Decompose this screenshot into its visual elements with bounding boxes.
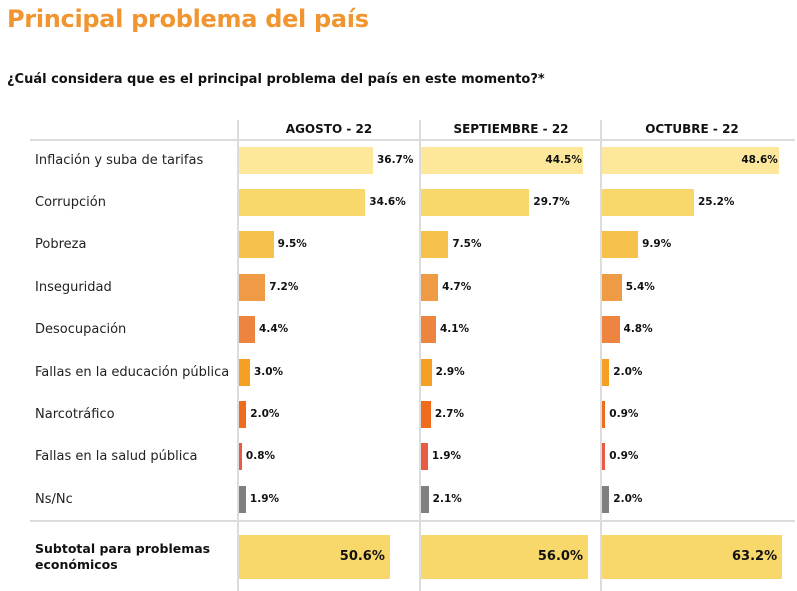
- value-label: 25.2%: [697, 195, 735, 208]
- bar: [421, 188, 530, 216]
- bar: [239, 316, 256, 344]
- bar: [239, 273, 266, 301]
- column-divider: [600, 120, 602, 591]
- value-label: 4.1%: [439, 323, 470, 336]
- page-title: Principal problema del país: [7, 5, 369, 33]
- value-label: 1.9%: [249, 492, 280, 505]
- value-label: 36.7%: [376, 153, 414, 166]
- value-label: 4.8%: [623, 323, 653, 336]
- subtotal-bar: [602, 535, 782, 579]
- value-label: 3.0%: [253, 365, 284, 378]
- bar: [602, 188, 694, 216]
- value-label: 29.7%: [533, 195, 570, 208]
- column-divider: [419, 120, 421, 591]
- bar: [602, 273, 622, 301]
- value-label: 2.0%: [250, 407, 280, 420]
- bar: [421, 316, 436, 344]
- bar: [602, 485, 610, 513]
- value-label: 9.9%: [642, 238, 672, 251]
- bar: [421, 485, 429, 513]
- bar: [421, 400, 431, 428]
- category-label: Corrupción: [35, 194, 106, 210]
- value-label: 0.9%: [609, 450, 639, 463]
- bar: [602, 231, 639, 259]
- bar: [239, 400, 247, 428]
- bar: [421, 273, 439, 301]
- category-label: Inflación y suba de tarifas: [35, 152, 204, 168]
- value-label: 44.5%: [545, 153, 582, 166]
- bar: [239, 443, 242, 471]
- bar: [239, 485, 246, 513]
- value-label: 34.6%: [369, 195, 406, 208]
- panel-header-octubre: OCTUBRE - 22: [645, 122, 739, 136]
- header-divider: [30, 139, 795, 141]
- value-label: 48.6%: [741, 153, 778, 166]
- value-label: 1.9%: [431, 450, 462, 463]
- value-label: 2.1%: [432, 492, 462, 505]
- value-label: 5.4%: [625, 280, 655, 293]
- value-label: 9.5%: [277, 238, 307, 251]
- subtotal-value-label: 63.2%: [732, 549, 778, 564]
- bar: [421, 358, 432, 386]
- bar: [421, 146, 584, 174]
- value-label: 2.0%: [613, 492, 643, 505]
- bar: [602, 358, 610, 386]
- bar: [602, 400, 606, 428]
- category-label: Narcotráfico: [35, 406, 115, 422]
- value-label: 0.8%: [245, 450, 276, 463]
- value-label: 2.7%: [434, 407, 464, 420]
- bar: [602, 316, 620, 344]
- bar: [421, 231, 449, 259]
- value-label: 2.9%: [435, 365, 465, 378]
- category-label: Ns/Nc: [35, 491, 73, 507]
- category-label: Fallas en la salud pública: [35, 449, 198, 465]
- subtotal-divider: [30, 520, 795, 522]
- bar: [421, 443, 428, 471]
- value-label: 4.4%: [259, 323, 289, 336]
- subtotal-value-label: 56.0%: [537, 549, 583, 564]
- subtotal-value-label: 50.6%: [339, 549, 385, 564]
- value-label: 2.0%: [613, 365, 643, 378]
- bar: [602, 146, 780, 174]
- value-label: 7.2%: [269, 280, 299, 293]
- value-label: 7.5%: [452, 238, 482, 251]
- bar: [239, 146, 373, 174]
- panel-header-septiembre: SEPTIEMBRE - 22: [453, 122, 569, 136]
- bar: [239, 358, 250, 386]
- category-label: Fallas en la educación pública: [35, 364, 230, 380]
- bar: [239, 188, 366, 216]
- value-label: 0.9%: [609, 407, 639, 420]
- bar: [602, 443, 606, 471]
- subtotal-bar: [239, 535, 390, 579]
- subtotal-bar: [421, 535, 588, 579]
- panel-header-agosto: AGOSTO - 22: [285, 122, 373, 136]
- column-divider: [237, 120, 239, 591]
- value-label: 4.7%: [442, 280, 472, 293]
- bar: [239, 231, 274, 259]
- category-label: Inseguridad: [35, 279, 112, 295]
- category-label: Pobreza: [35, 237, 87, 253]
- category-label: Desocupación: [35, 322, 127, 338]
- question-text: ¿Cuál considera que es el principal prob…: [7, 72, 545, 87]
- subtotal-label: Subtotal para problemas económicos: [35, 541, 211, 572]
